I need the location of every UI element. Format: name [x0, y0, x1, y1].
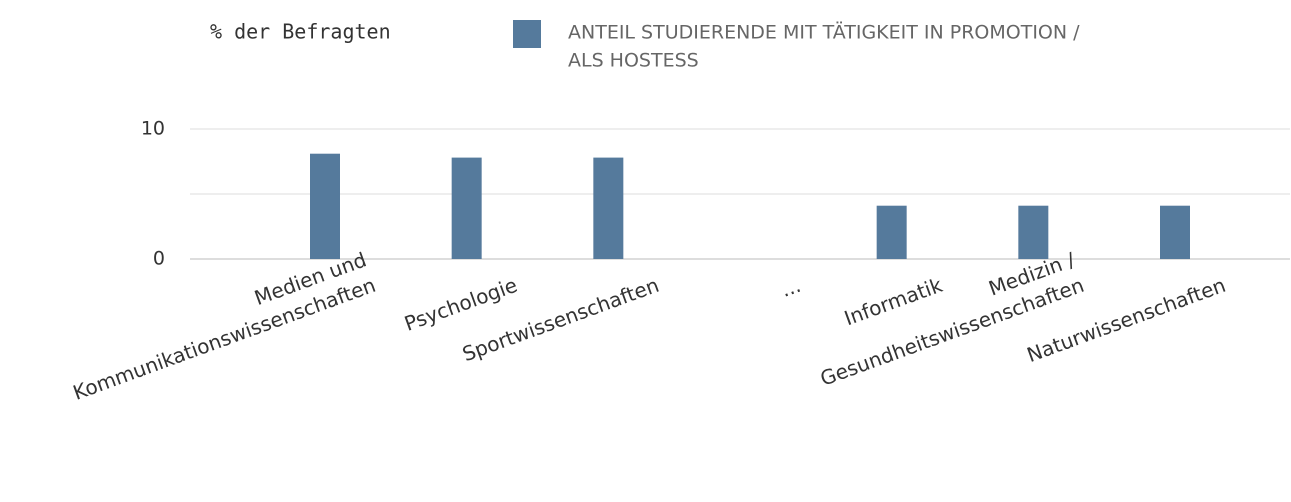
- x-tick-label: ...: [777, 272, 803, 301]
- bar: [310, 153, 340, 259]
- x-tick-label-line: ...: [777, 272, 803, 301]
- x-tick-label: Medien undKommunikationswissenschaften: [60, 247, 378, 404]
- legend-label: ANTEIL STUDIERENDE MIT TÄTIGKEIT IN PROM…: [568, 21, 1080, 44]
- bar: [876, 205, 907, 259]
- x-tick-label-line: Psychologie: [401, 272, 520, 335]
- y-tick-label: 0: [153, 248, 165, 270]
- bar: [1018, 205, 1049, 259]
- x-tick-label-line: Gesundheitswissenschaften: [817, 272, 1087, 390]
- x-tick-label-line: Informatik: [841, 272, 946, 330]
- bar: [593, 157, 624, 259]
- bar: [451, 157, 482, 259]
- y-axis-label: % der Befragten: [210, 20, 391, 44]
- x-tick-label: Psychologie: [401, 272, 520, 335]
- x-tick-label: Informatik: [841, 272, 946, 330]
- bar: [1160, 205, 1190, 259]
- x-tick-label-line: Kommunikationswissenschaften: [70, 272, 379, 404]
- y-tick-label: 10: [141, 118, 165, 140]
- legend-swatch: [513, 20, 541, 48]
- legend-label: ALS HOSTESS: [568, 50, 699, 72]
